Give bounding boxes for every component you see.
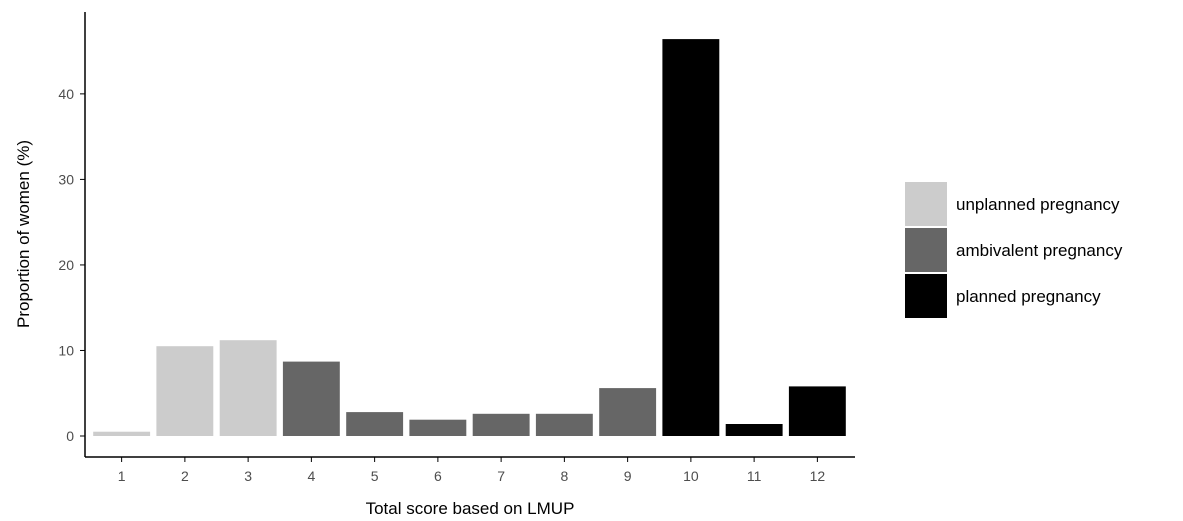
bar-8 (535, 413, 593, 436)
x-tick-label: 11 (747, 468, 762, 484)
bar-9 (599, 388, 657, 436)
bar-4 (282, 361, 340, 436)
legend-swatch-planned (905, 274, 947, 318)
y-tick-label: 30 (58, 171, 74, 187)
x-tick-label: 7 (497, 468, 505, 484)
bar-11 (725, 424, 783, 436)
bar-2 (156, 346, 214, 436)
bar-3 (219, 340, 277, 436)
bar-6 (409, 419, 467, 436)
y-tick-label: 40 (58, 86, 74, 102)
legend-swatch-unplanned (905, 182, 947, 226)
x-tick-label: 4 (307, 468, 315, 484)
y-tick-label: 20 (58, 257, 74, 273)
y-axis-title: Proportion of women (%) (14, 140, 33, 328)
bar-7 (472, 413, 530, 436)
x-tick-label: 9 (624, 468, 632, 484)
x-tick-label: 8 (560, 468, 568, 484)
x-ticks-group: 1 2 3 4 5 6 7 8 9 10 11 12 (118, 457, 826, 484)
x-tick-label: 3 (244, 468, 252, 484)
x-tick-label: 2 (181, 468, 189, 484)
legend-swatch-ambivalent (905, 228, 947, 272)
legend-label-ambivalent: ambivalent pregnancy (956, 241, 1123, 260)
bar-1 (93, 431, 151, 436)
legend-label-planned: planned pregnancy (956, 287, 1101, 306)
y-ticks-group: 0 10 20 30 40 (58, 86, 85, 444)
y-tick-label: 0 (66, 428, 74, 444)
x-tick-label: 12 (810, 468, 826, 484)
x-tick-label: 5 (371, 468, 379, 484)
x-tick-label: 1 (118, 468, 126, 484)
axes-group (84, 12, 855, 458)
legend: unplanned pregnancy ambivalent pregnancy p… (905, 182, 1123, 318)
bar-5 (346, 412, 404, 436)
legend-label-unplanned: unplanned pregnancy (956, 195, 1120, 214)
bars-group (93, 39, 846, 436)
y-tick-label: 10 (58, 342, 74, 358)
bar-10 (662, 39, 720, 436)
bar-12 (788, 386, 846, 436)
x-tick-label: 6 (434, 468, 442, 484)
x-axis-title: Total score based on LMUP (366, 499, 575, 518)
x-tick-label: 10 (683, 468, 699, 484)
